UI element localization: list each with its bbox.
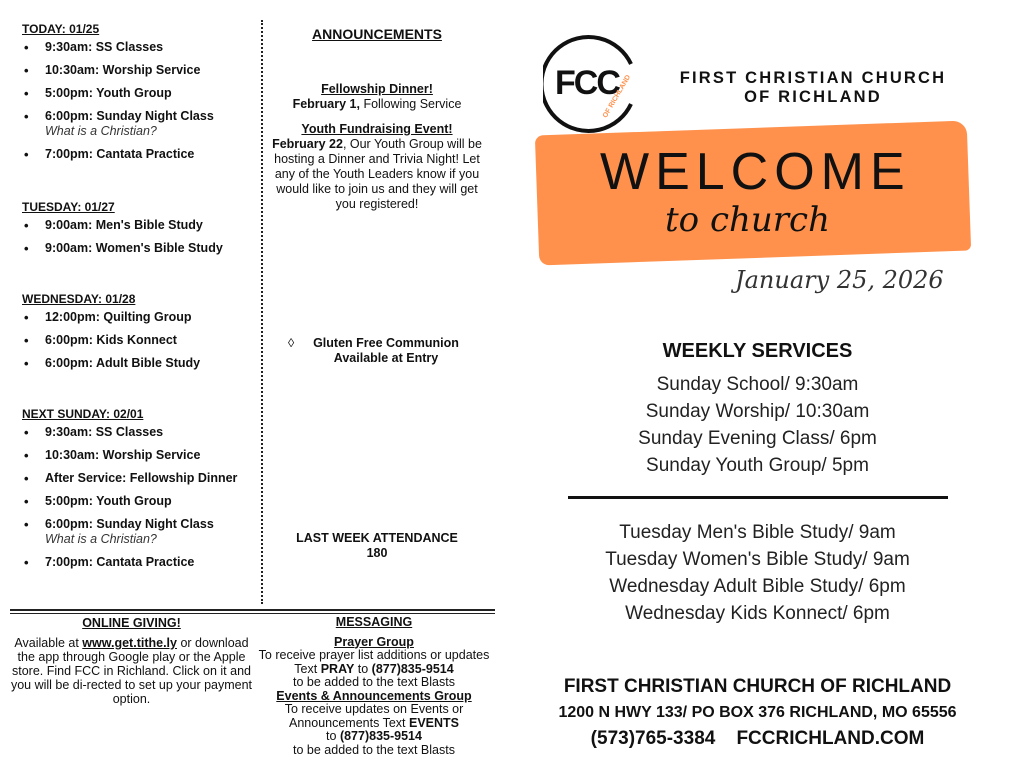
list-item: 9:00am: Women's Bible Study	[24, 241, 262, 256]
church-name-header: FIRST CHRISTIAN CHURCH OF RICHLAND	[668, 69, 958, 107]
weekly-services: WEEKLY SERVICES Sunday School/ 9:30am Su…	[540, 340, 975, 627]
youth-date: February 22	[272, 137, 343, 151]
item-text: 6:00pm: Sunday Night Class	[45, 109, 214, 123]
footer-website: FCCRICHLAND.COM	[736, 728, 925, 749]
prayer-keyword: PRAY	[320, 661, 355, 676]
youth-announcement: Youth Fundraising Event! February 22, Ou…	[266, 122, 488, 212]
prayer-to: to	[354, 661, 372, 676]
events-keyword: EVENTS	[408, 715, 459, 730]
list-item: After Service: Fellowship Dinner	[24, 471, 262, 486]
schedule-today: TODAY: 01/25 9:30am: SS Classes 10:30am:…	[22, 22, 262, 200]
schedule-column: TODAY: 01/25 9:30am: SS Classes 10:30am:…	[22, 22, 262, 578]
youth-title: Youth Fundraising Event!	[301, 122, 453, 136]
footer-contact: (573)765-3384 FCCRICHLAND.COM	[520, 728, 995, 750]
prayer-phone: (877)835-9514	[371, 661, 454, 676]
messaging-heading: MESSAGING	[335, 615, 413, 629]
service-item: Sunday School/ 9:30am	[656, 374, 859, 395]
list-item: 9:30am: SS Classes	[24, 40, 262, 55]
church-line2: OF RICHLAND	[744, 88, 882, 106]
youth-text: , Our Youth Group will be hosting a Dinn…	[274, 137, 482, 211]
events-blast: to be added to the text Blasts	[293, 742, 455, 757]
prayer-title: Prayer Group	[334, 634, 414, 649]
schedule-tuesday: TUESDAY: 01/27 9:00am: Men's Bible Study…	[22, 200, 262, 292]
church-line1: FIRST CHRISTIAN CHURCH	[679, 69, 947, 87]
events-to: to	[326, 729, 340, 743]
attendance-label: LAST WEEK ATTENDANCE	[296, 531, 458, 545]
events-title: Events & Announcements Group	[276, 688, 472, 703]
church-footer: FIRST CHRISTIAN CHURCH OF RICHLAND 1200 …	[520, 676, 995, 750]
list-item: 12:00pm: Quilting Group	[24, 310, 262, 325]
service-item: Sunday Youth Group/ 5pm	[646, 455, 869, 476]
list-item: 9:00am: Men's Bible Study	[24, 218, 262, 233]
events-text: To receive updates on Events or Announce…	[284, 702, 464, 730]
giving-pre: Available at	[14, 636, 83, 650]
tithe-link[interactable]: www.get.tithe.ly	[82, 636, 177, 650]
list-item: 7:00pm: Cantata Practice	[24, 147, 262, 162]
list-item: 5:00pm: Youth Group	[24, 494, 262, 509]
giving-heading: ONLINE GIVING!	[82, 616, 181, 630]
diamond-icon: ◊	[288, 336, 295, 350]
list-item: 6:00pm: Adult Bible Study	[24, 356, 262, 371]
service-item: Wednesday Kids Konnect/ 6pm	[625, 603, 890, 624]
fcc-logo: FCC OF RICHLAND	[539, 34, 643, 134]
service-item: Tuesday Men's Bible Study/ 9am	[619, 522, 896, 543]
section-heading: TODAY: 01/25	[22, 22, 100, 36]
list-item: 6:00pm: Kids Konnect	[24, 333, 262, 348]
schedule-wednesday: WEDNESDAY: 01/28 12:00pm: Quilting Group…	[22, 292, 262, 407]
date-script: January 25, 2026	[735, 266, 944, 294]
divider-line	[567, 496, 948, 499]
gluten-free-note: ◊ Gluten Free Communion Available at Ent…	[266, 336, 488, 366]
attendance-value: 180	[366, 546, 388, 560]
to-church-script: to church	[665, 200, 830, 240]
fellowship-date: February 1,	[292, 97, 360, 111]
welcome-title: WELCOME	[600, 143, 911, 201]
section-heading: NEXT SUNDAY: 02/01	[22, 407, 144, 421]
gluten-line1: Gluten Free Communion	[313, 336, 459, 350]
item-subtitle: What is a Christian?	[45, 532, 157, 546]
list-item: 9:30am: SS Classes	[24, 425, 262, 440]
service-item: Wednesday Adult Bible Study/ 6pm	[609, 576, 906, 597]
item-text: 6:00pm: Sunday Night Class	[45, 517, 214, 531]
messaging: MESSAGING Prayer Group To receive prayer…	[258, 615, 490, 757]
announcements-heading: ANNOUNCEMENTS	[312, 26, 442, 42]
list-item: 10:30am: Worship Service	[24, 448, 262, 463]
dotted-divider	[261, 20, 263, 604]
service-item: Sunday Evening Class/ 6pm	[638, 428, 877, 449]
double-rule	[10, 609, 495, 614]
services-heading: WEEKLY SERVICES	[662, 340, 853, 362]
section-heading: TUESDAY: 01/27	[22, 200, 115, 214]
fellowship-announcement: Fellowship Dinner! February 1, Following…	[266, 82, 488, 112]
gluten-line2: Available at Entry	[333, 351, 439, 365]
attendance: LAST WEEK ATTENDANCE 180	[266, 531, 488, 561]
service-item: Sunday Worship/ 10:30am	[645, 401, 870, 422]
list-item: 5:00pm: Youth Group	[24, 86, 262, 101]
prayer-blast: to be added to the text Blasts	[293, 675, 455, 689]
fellowship-title: Fellowship Dinner!	[321, 82, 433, 96]
footer-phone: (573)765-3384	[590, 728, 716, 749]
online-giving: ONLINE GIVING! Available at www.get.tith…	[10, 616, 253, 706]
announcements: ANNOUNCEMENTS Fellowship Dinner! Februar…	[266, 26, 488, 560]
events-phone: (877)835-9514	[339, 729, 422, 743]
fellowship-text: Following Service	[359, 97, 462, 111]
giving-post: or download the app through Google play …	[10, 636, 253, 706]
service-item: Tuesday Women's Bible Study/ 9am	[605, 549, 910, 570]
list-item: 7:00pm: Cantata Practice	[24, 555, 262, 570]
list-item: 10:30am: Worship Service	[24, 63, 262, 78]
section-heading: WEDNESDAY: 01/28	[22, 292, 136, 306]
logo-text: FCC	[555, 64, 621, 102]
schedule-next-sunday: NEXT SUNDAY: 02/01 9:30am: SS Classes 10…	[22, 407, 262, 570]
footer-name: FIRST CHRISTIAN CHURCH OF RICHLAND	[563, 676, 952, 697]
item-subtitle: What is a Christian?	[45, 124, 157, 138]
prayer-text: To receive prayer list additions or upda…	[258, 648, 490, 676]
footer-address: 1200 N HWY 133/ PO BOX 376 RICHLAND, MO …	[558, 704, 957, 721]
